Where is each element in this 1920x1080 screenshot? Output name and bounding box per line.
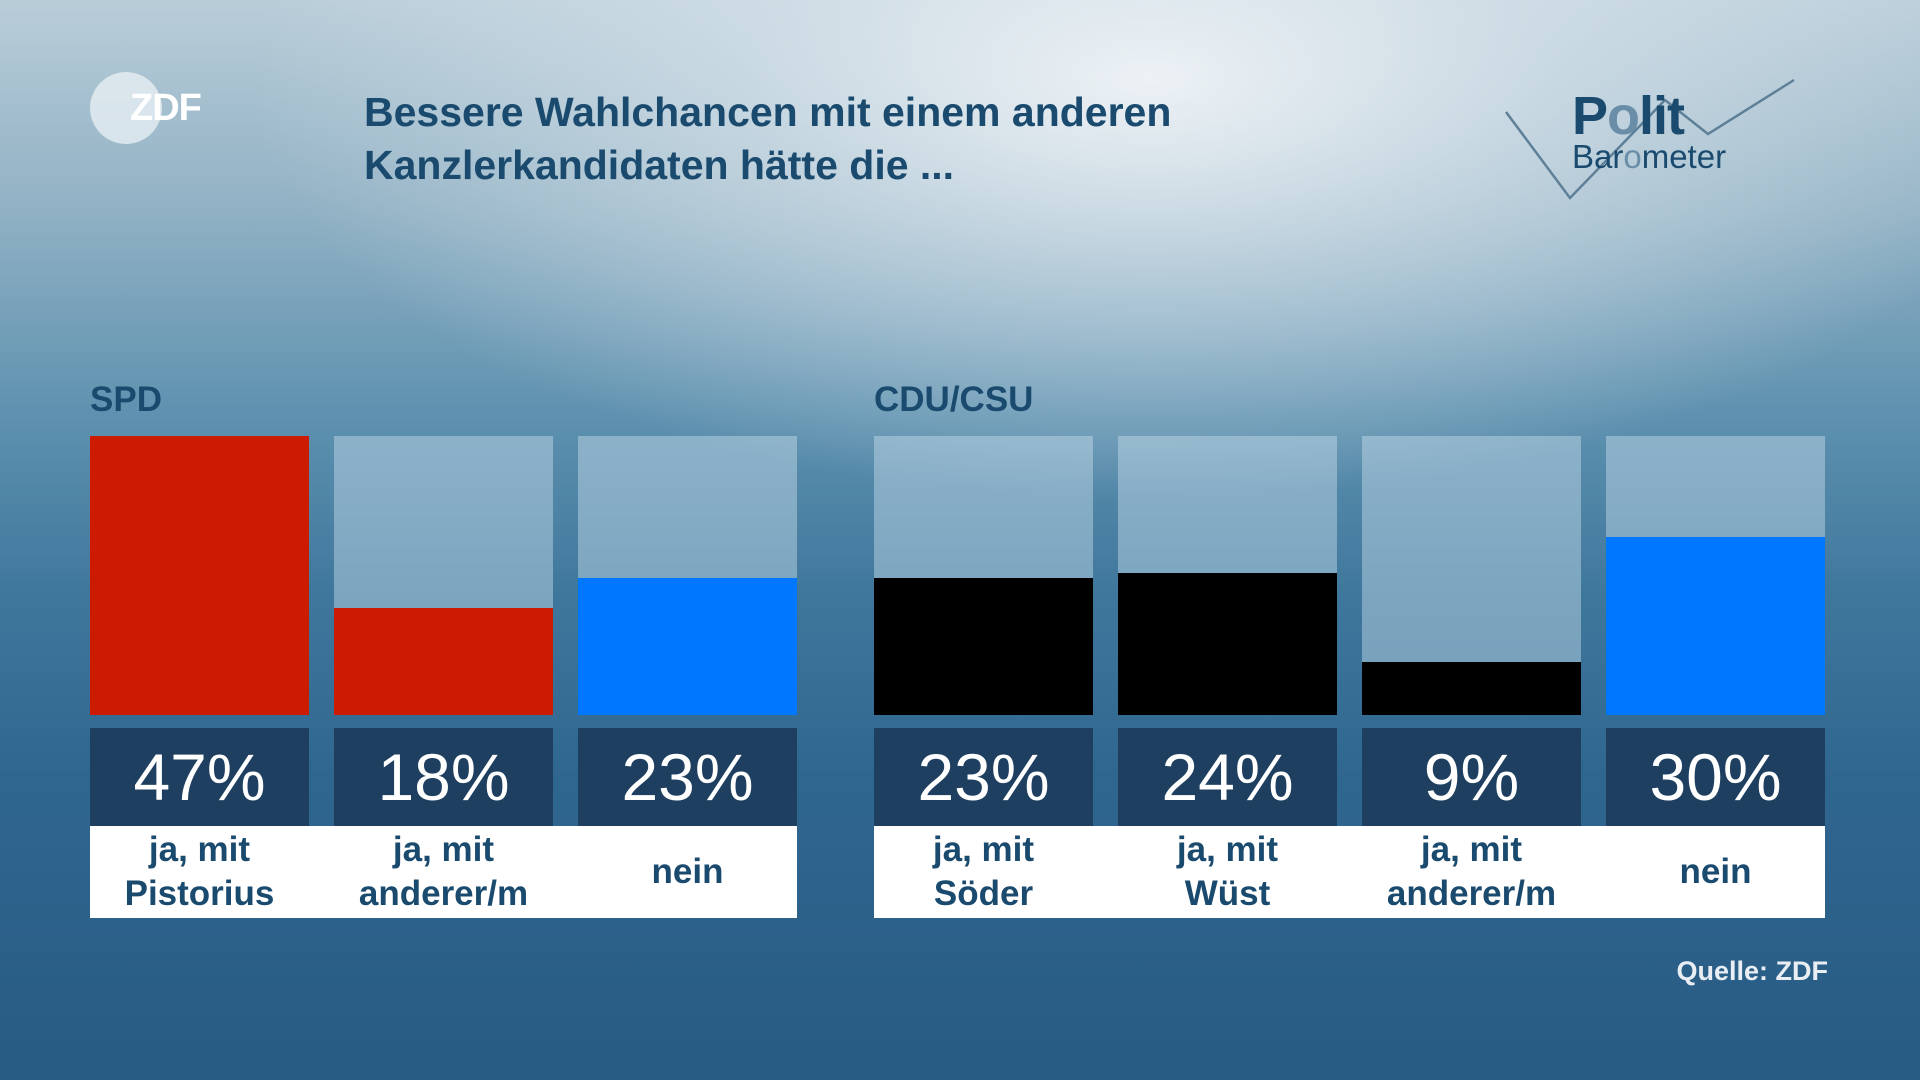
- category-label-line-2: anderer/m: [1386, 874, 1557, 913]
- bar: [874, 578, 1093, 715]
- category-label-line-1: ja, mit: [392, 830, 495, 869]
- category-label-line-1: ja, mit: [932, 830, 1035, 869]
- chart-title: Bessere Wahlchancen mit einem anderen Ka…: [364, 86, 1171, 192]
- category-label-line-1: ja, mit: [148, 830, 251, 869]
- bar: [1118, 573, 1337, 715]
- brand-polit: Polit: [1572, 86, 1685, 146]
- value-label: 24%: [1118, 728, 1337, 826]
- zigzag-line-icon: [1504, 78, 1795, 200]
- bar: [1362, 662, 1581, 715]
- category-label: ja, mit anderer/m: [1362, 826, 1581, 918]
- bar: [578, 578, 797, 715]
- title-line-1: Bessere Wahlchancen mit einem anderen: [364, 89, 1172, 135]
- title-line-2: Kanzlerkandidaten hätte die ...: [364, 142, 955, 188]
- group-label-spd: SPD: [90, 380, 162, 419]
- value-label: 23%: [578, 728, 797, 826]
- category-label-line-1: ja, mit: [1420, 830, 1523, 869]
- category-label-line-2: nein: [651, 852, 724, 891]
- brand-barometer: Barometer: [1572, 138, 1727, 175]
- value-label: 23%: [874, 728, 1093, 826]
- bar: [334, 608, 553, 715]
- category-label: ja, mit Wüst: [1118, 826, 1337, 918]
- politbarometer-logo: Polit Barometer: [1500, 78, 1820, 208]
- value-label: 9%: [1362, 728, 1581, 826]
- category-label-strip: [90, 826, 797, 918]
- category-label-line-2: nein: [1679, 852, 1752, 891]
- category-label-line-1: ja, mit: [1176, 830, 1279, 869]
- category-label: ja, mit Söder: [874, 826, 1093, 918]
- group-label-cducsu: CDU/CSU: [874, 380, 1034, 419]
- category-label: nein: [578, 826, 797, 918]
- bar: [1606, 537, 1825, 715]
- value-label: 47%: [90, 728, 309, 826]
- zdf-logo-circle: [90, 72, 162, 144]
- category-label: nein: [1606, 826, 1825, 918]
- category-label-line-2: Pistorius: [124, 874, 275, 913]
- value-label: 30%: [1606, 728, 1825, 826]
- source-note: Quelle: ZDF: [1676, 956, 1828, 986]
- value-label: 18%: [334, 728, 553, 826]
- category-label-line-2: anderer/m: [358, 874, 529, 913]
- zdf-logo: ZDF: [130, 87, 202, 129]
- category-label: ja, mit Pistorius: [90, 826, 309, 918]
- category-label-strip: [874, 826, 1825, 918]
- category-label-line-2: Söder: [933, 874, 1034, 913]
- bar: [90, 436, 309, 715]
- category-label: ja, mit anderer/m: [334, 826, 553, 918]
- category-label-line-2: Wüst: [1184, 874, 1271, 913]
